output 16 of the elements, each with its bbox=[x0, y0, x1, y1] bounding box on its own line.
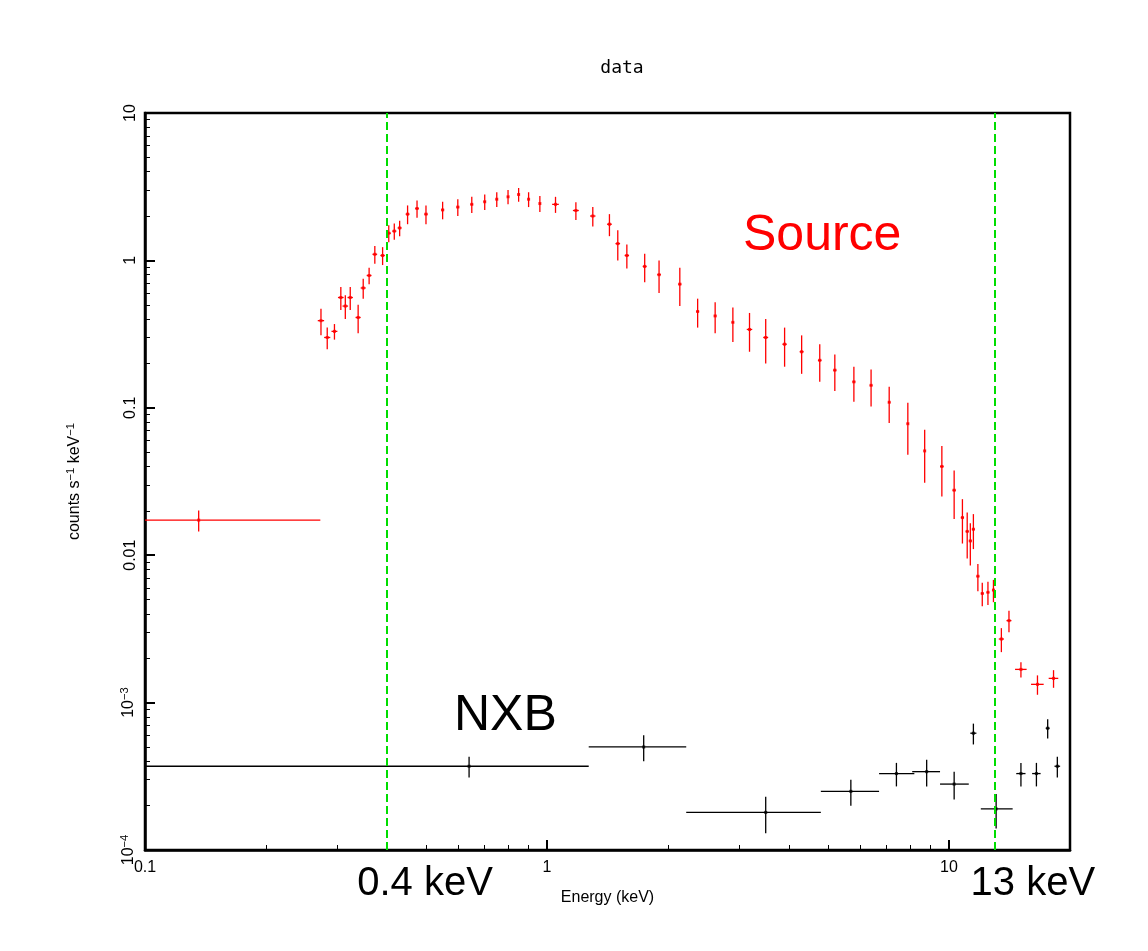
x-axis-title: Energy (keV) bbox=[560, 887, 655, 905]
annotation: NXB bbox=[454, 685, 557, 741]
y-tick-label: 0.1 bbox=[120, 396, 138, 419]
x-tick-label: 1 bbox=[542, 857, 552, 875]
y-tick-label: 0.01 bbox=[120, 539, 138, 571]
annotation: Source bbox=[743, 205, 902, 261]
chart-title: data bbox=[600, 55, 644, 77]
x-tick-label: 0.1 bbox=[133, 857, 157, 875]
y-axis-title: counts s−1 keV−1 bbox=[63, 422, 82, 541]
ref-line-label: 13 keV bbox=[970, 859, 1096, 903]
y-tick-label: 10 bbox=[120, 104, 138, 122]
y-tick-label: 10−4 bbox=[117, 834, 136, 866]
y-tick-label: 10−3 bbox=[117, 687, 136, 718]
x-tick-label: 10 bbox=[940, 857, 958, 875]
ref-line-label: 0.4 keV bbox=[357, 859, 494, 903]
y-tick-label: 1 bbox=[120, 255, 138, 265]
